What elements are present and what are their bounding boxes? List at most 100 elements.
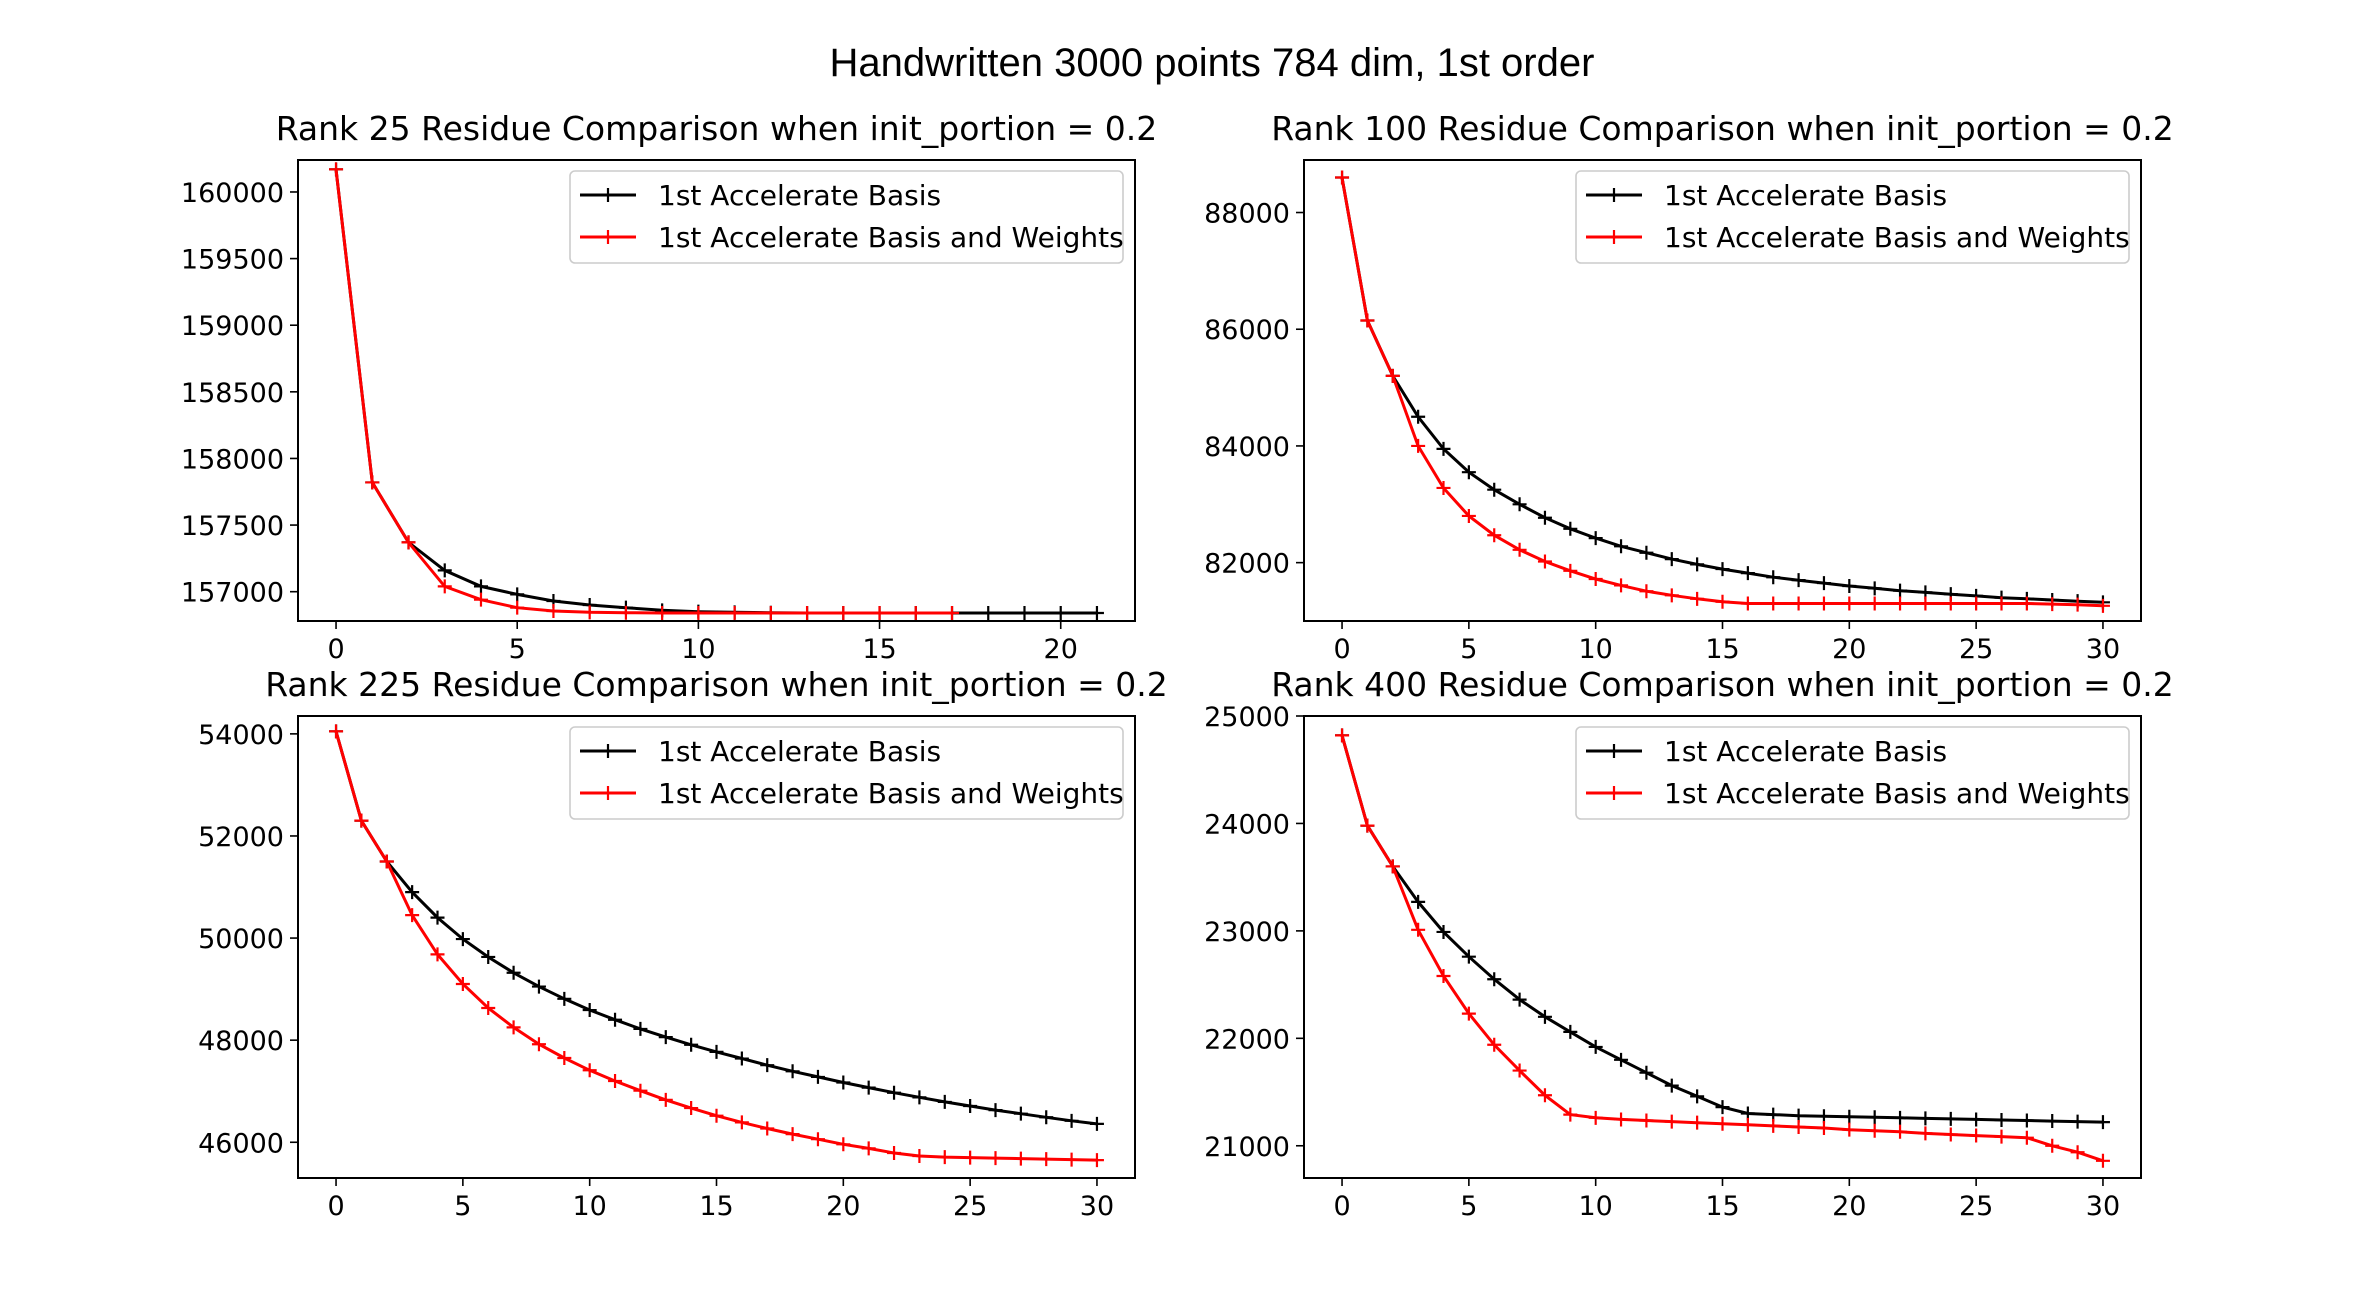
data-point bbox=[2045, 597, 2060, 612]
data-point bbox=[1816, 1109, 1831, 1124]
data-point bbox=[2095, 598, 2110, 613]
data-point bbox=[1013, 1106, 1028, 1121]
data-point bbox=[1842, 1122, 1857, 1137]
data-point bbox=[1360, 818, 1375, 833]
x-tick-label: 0 bbox=[327, 634, 344, 665]
x-tick-label: 20 bbox=[1832, 634, 1866, 665]
data-point bbox=[2095, 1153, 2110, 1168]
axes-frame bbox=[297, 159, 1136, 622]
y-tick-label: 25000 bbox=[1204, 702, 1290, 733]
data-point bbox=[655, 606, 670, 621]
data-point bbox=[709, 1108, 724, 1123]
data-point bbox=[1766, 570, 1781, 585]
data-point bbox=[734, 1051, 749, 1066]
legend-marker bbox=[601, 744, 615, 758]
data-point bbox=[1639, 584, 1654, 599]
legend-box bbox=[569, 726, 1124, 820]
data-point bbox=[1994, 1112, 2009, 1127]
data-point bbox=[1893, 596, 1908, 611]
data-point bbox=[582, 1003, 597, 1018]
data-point bbox=[1053, 606, 1068, 621]
data-point bbox=[1664, 552, 1679, 567]
legend: 1st Accelerate Basis 1st Accelerate Basis… bbox=[569, 170, 1124, 264]
data-point bbox=[1487, 972, 1502, 987]
data-point bbox=[861, 1080, 876, 1095]
data-point bbox=[1994, 1129, 2009, 1144]
data-point bbox=[1563, 1107, 1578, 1122]
x-tick-label: 20 bbox=[1044, 634, 1078, 665]
data-point bbox=[437, 579, 452, 594]
data-point bbox=[734, 1115, 749, 1130]
figure-title: Handwritten 3000 points 784 dim, 1st ord… bbox=[830, 41, 1595, 85]
data-point bbox=[872, 606, 887, 621]
subplot-1: Rank 25 Residue Comparison when init_por… bbox=[181, 109, 1157, 665]
data-point bbox=[1740, 596, 1755, 611]
y-tick-label: 88000 bbox=[1204, 199, 1290, 230]
data-point bbox=[473, 579, 488, 594]
x-tick-label: 10 bbox=[1579, 634, 1613, 665]
data-point bbox=[1461, 949, 1476, 964]
data-point bbox=[510, 587, 525, 602]
x-tick-label: 15 bbox=[1705, 1191, 1739, 1222]
y-tick-label: 84000 bbox=[1204, 432, 1290, 463]
data-point bbox=[1537, 1009, 1552, 1024]
data-point bbox=[506, 965, 521, 980]
x-tick-label: 5 bbox=[454, 1191, 471, 1222]
data-point bbox=[1588, 1110, 1603, 1125]
data-point bbox=[810, 1132, 825, 1147]
data-point bbox=[1512, 1063, 1527, 1078]
data-point bbox=[963, 1099, 978, 1114]
data-point bbox=[1588, 531, 1603, 546]
data-point bbox=[531, 979, 546, 994]
y-tick-label: 158000 bbox=[181, 444, 284, 475]
data-point bbox=[1411, 922, 1426, 937]
data-point bbox=[2070, 1114, 2085, 1129]
data-point bbox=[582, 1063, 597, 1078]
data-point bbox=[1563, 1024, 1578, 1039]
data-point bbox=[1842, 596, 1857, 611]
data-point bbox=[437, 563, 452, 578]
data-point bbox=[1664, 588, 1679, 603]
data-point bbox=[430, 910, 445, 925]
x-tick-label: 30 bbox=[2086, 634, 2120, 665]
x-tick-label: 25 bbox=[953, 1191, 987, 1222]
data-point bbox=[760, 1121, 775, 1136]
y-tick-label: 54000 bbox=[198, 720, 284, 751]
legend: 1st Accelerate Basis 1st Accelerate Basis… bbox=[569, 726, 1124, 820]
subplots: Rank 25 Residue Comparison when init_por… bbox=[181, 109, 2174, 1222]
x-tick-label: 5 bbox=[1460, 634, 1477, 665]
data-point bbox=[988, 1103, 1003, 1118]
data-point bbox=[1039, 1152, 1054, 1167]
data-point bbox=[1614, 1052, 1629, 1067]
data-point bbox=[1918, 1126, 1933, 1141]
data-point bbox=[1017, 606, 1032, 621]
data-point bbox=[836, 1075, 851, 1090]
data-point bbox=[1335, 728, 1350, 743]
data-point bbox=[1461, 1006, 1476, 1021]
data-point bbox=[1614, 1112, 1629, 1127]
data-point bbox=[1867, 596, 1882, 611]
data-point bbox=[1715, 1116, 1730, 1131]
data-point bbox=[760, 1058, 775, 1073]
data-point bbox=[2019, 1113, 2034, 1128]
subplot-2: Rank 100 Residue Comparison when init_po… bbox=[1204, 109, 2174, 665]
data-point bbox=[608, 1012, 623, 1027]
x-tick-label: 20 bbox=[826, 1191, 860, 1222]
data-point bbox=[2045, 1138, 2060, 1153]
data-point bbox=[1943, 1111, 1958, 1126]
x-tick-label: 5 bbox=[1460, 1191, 1477, 1222]
x-tick-label: 20 bbox=[1832, 1191, 1866, 1222]
data-point bbox=[1537, 1088, 1552, 1103]
data-point bbox=[1969, 1112, 1984, 1127]
legend-marker bbox=[1607, 744, 1621, 758]
data-point bbox=[1740, 1117, 1755, 1132]
data-point bbox=[937, 1094, 952, 1109]
y-tick-label: 159000 bbox=[181, 311, 284, 342]
data-point bbox=[981, 606, 996, 621]
y-tick-label: 24000 bbox=[1204, 809, 1290, 840]
data-point bbox=[401, 535, 416, 550]
data-point bbox=[1436, 969, 1451, 984]
x-tick-label: 0 bbox=[1333, 1191, 1350, 1222]
y-tick-label: 50000 bbox=[198, 924, 284, 955]
data-point bbox=[1335, 170, 1350, 185]
